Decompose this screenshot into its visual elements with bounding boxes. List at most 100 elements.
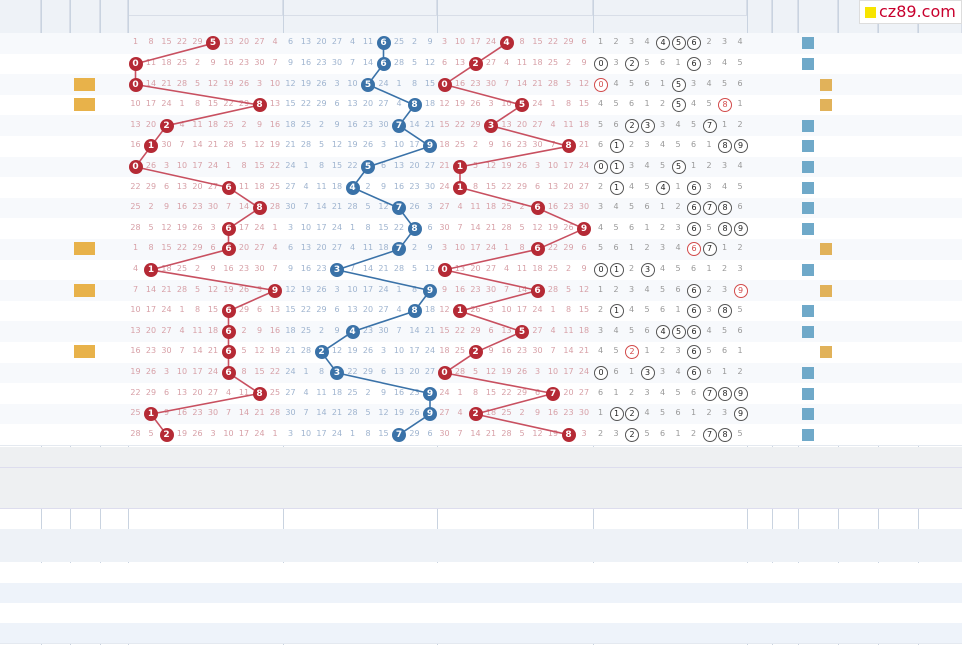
group-missing: 3 (675, 346, 681, 356)
group-missing: 5 (675, 263, 681, 273)
missing-count: 3 (427, 202, 433, 212)
missing-count: 20 (563, 387, 574, 397)
missing-count: 17 (470, 37, 481, 47)
trend-ball-te: 9 (423, 283, 437, 298)
group-missing: 3 (613, 428, 619, 438)
group-missing: 4 (644, 284, 650, 294)
missing-count: 26 (316, 284, 327, 294)
missing-count: 30 (331, 57, 343, 67)
trend-ball-te: 2 (314, 345, 329, 360)
group-missing: 1 (675, 305, 681, 315)
missing-count: 21 (578, 346, 590, 356)
group-missing: 2 (597, 428, 604, 438)
missing-count: 10 (347, 78, 358, 88)
missing-count: 2 (565, 57, 572, 67)
missing-count: 19 (501, 366, 512, 376)
group-missing: 4 (644, 408, 650, 418)
missing-count: 15 (578, 99, 590, 109)
trend-ball-o: 6 (530, 283, 545, 298)
missing-count: 24 (207, 366, 219, 376)
trend-ball-h: 6 (221, 345, 236, 360)
missing-count: 4 (396, 305, 402, 315)
group-missing: 6 (659, 428, 666, 438)
group-ring: 6 (687, 180, 701, 195)
group-missing: 4 (675, 243, 681, 253)
missing-count: 27 (161, 325, 172, 335)
group-ring: 7 (702, 427, 717, 442)
missing-count: 18 (578, 119, 590, 129)
missing-count: 7 (272, 263, 278, 273)
trend-ball-te: 8 (407, 98, 422, 113)
missing-count: 12 (285, 284, 296, 294)
missing-count: 23 (316, 57, 327, 67)
group-missing: 3 (737, 263, 743, 273)
missing-count: 18 (207, 325, 219, 335)
missing-count: 9 (427, 37, 433, 47)
missing-count: 15 (378, 222, 389, 232)
trend-ball-te: 4 (345, 180, 360, 195)
missing-count: 18 (378, 243, 389, 253)
group-missing: 1 (597, 408, 604, 418)
trend-ball-h: 6 (221, 180, 236, 195)
missing-count: 16 (130, 140, 141, 150)
missing-count: 26 (316, 78, 327, 88)
missing-count: 17 (238, 428, 250, 438)
site-logo[interactable]: cz89.com (859, 0, 962, 24)
missing-count: 28 (223, 140, 234, 150)
missing-count: 20 (316, 243, 327, 253)
missing-count: 17 (409, 346, 420, 356)
group-six (802, 181, 814, 194)
group-missing: 5 (706, 346, 712, 356)
group-missing: 3 (628, 37, 635, 47)
header-span (772, 0, 798, 33)
missing-count: 21 (424, 325, 436, 335)
group-missing: 2 (737, 243, 743, 253)
missing-count: 15 (578, 305, 590, 315)
missing-count: 20 (192, 387, 203, 397)
missing-count: 11 (516, 57, 528, 67)
missing-count: 5 (365, 408, 371, 418)
group-ring: 6 (687, 283, 701, 298)
missing-count: 27 (285, 181, 296, 191)
missing-count: 20 (316, 37, 327, 47)
missing-count: 18 (439, 346, 450, 356)
missing-count: 5 (194, 78, 201, 88)
missing-count: 20 (563, 181, 574, 191)
trend-ball-h: 0 (128, 56, 143, 71)
group-ring: 8 (718, 201, 732, 216)
group-ring: 7 (702, 201, 717, 216)
missing-count: 14 (563, 346, 574, 356)
group-missing: 4 (675, 366, 681, 376)
group-missing: 3 (659, 243, 666, 253)
group-missing: 4 (644, 37, 650, 47)
missing-count: 26 (362, 140, 374, 150)
missing-count: 16 (176, 202, 188, 212)
missing-count: 5 (241, 346, 247, 356)
missing-count: 8 (365, 428, 371, 438)
missing-count: 4 (132, 263, 139, 273)
group-missing: 5 (721, 325, 728, 335)
group-ring: 5 (671, 324, 686, 339)
group-missing: 3 (721, 37, 728, 47)
missing-count: 12 (485, 366, 497, 376)
missing-count: 22 (547, 37, 559, 47)
group-ring: 0 (594, 77, 608, 92)
group-missing: 4 (613, 202, 619, 212)
missing-count: 18 (285, 325, 296, 335)
missing-count: 16 (300, 57, 312, 67)
missing-count: 25 (547, 263, 559, 273)
missing-count: 29 (316, 305, 327, 315)
missing-count: 26 (238, 78, 250, 88)
missing-count: 4 (303, 387, 309, 397)
group-missing: 1 (659, 78, 666, 88)
group-missing: 6 (706, 366, 712, 376)
missing-count: 13 (269, 99, 281, 109)
trend-ball-h: 1 (144, 139, 158, 154)
trend-ball-te: 7 (392, 242, 406, 257)
missing-count: 30 (578, 408, 590, 418)
group-ring: 8 (718, 139, 732, 154)
group-six (802, 140, 814, 153)
row-prize (74, 98, 95, 112)
trend-ball-h: 2 (159, 427, 174, 442)
missing-count: 18 (439, 140, 450, 150)
